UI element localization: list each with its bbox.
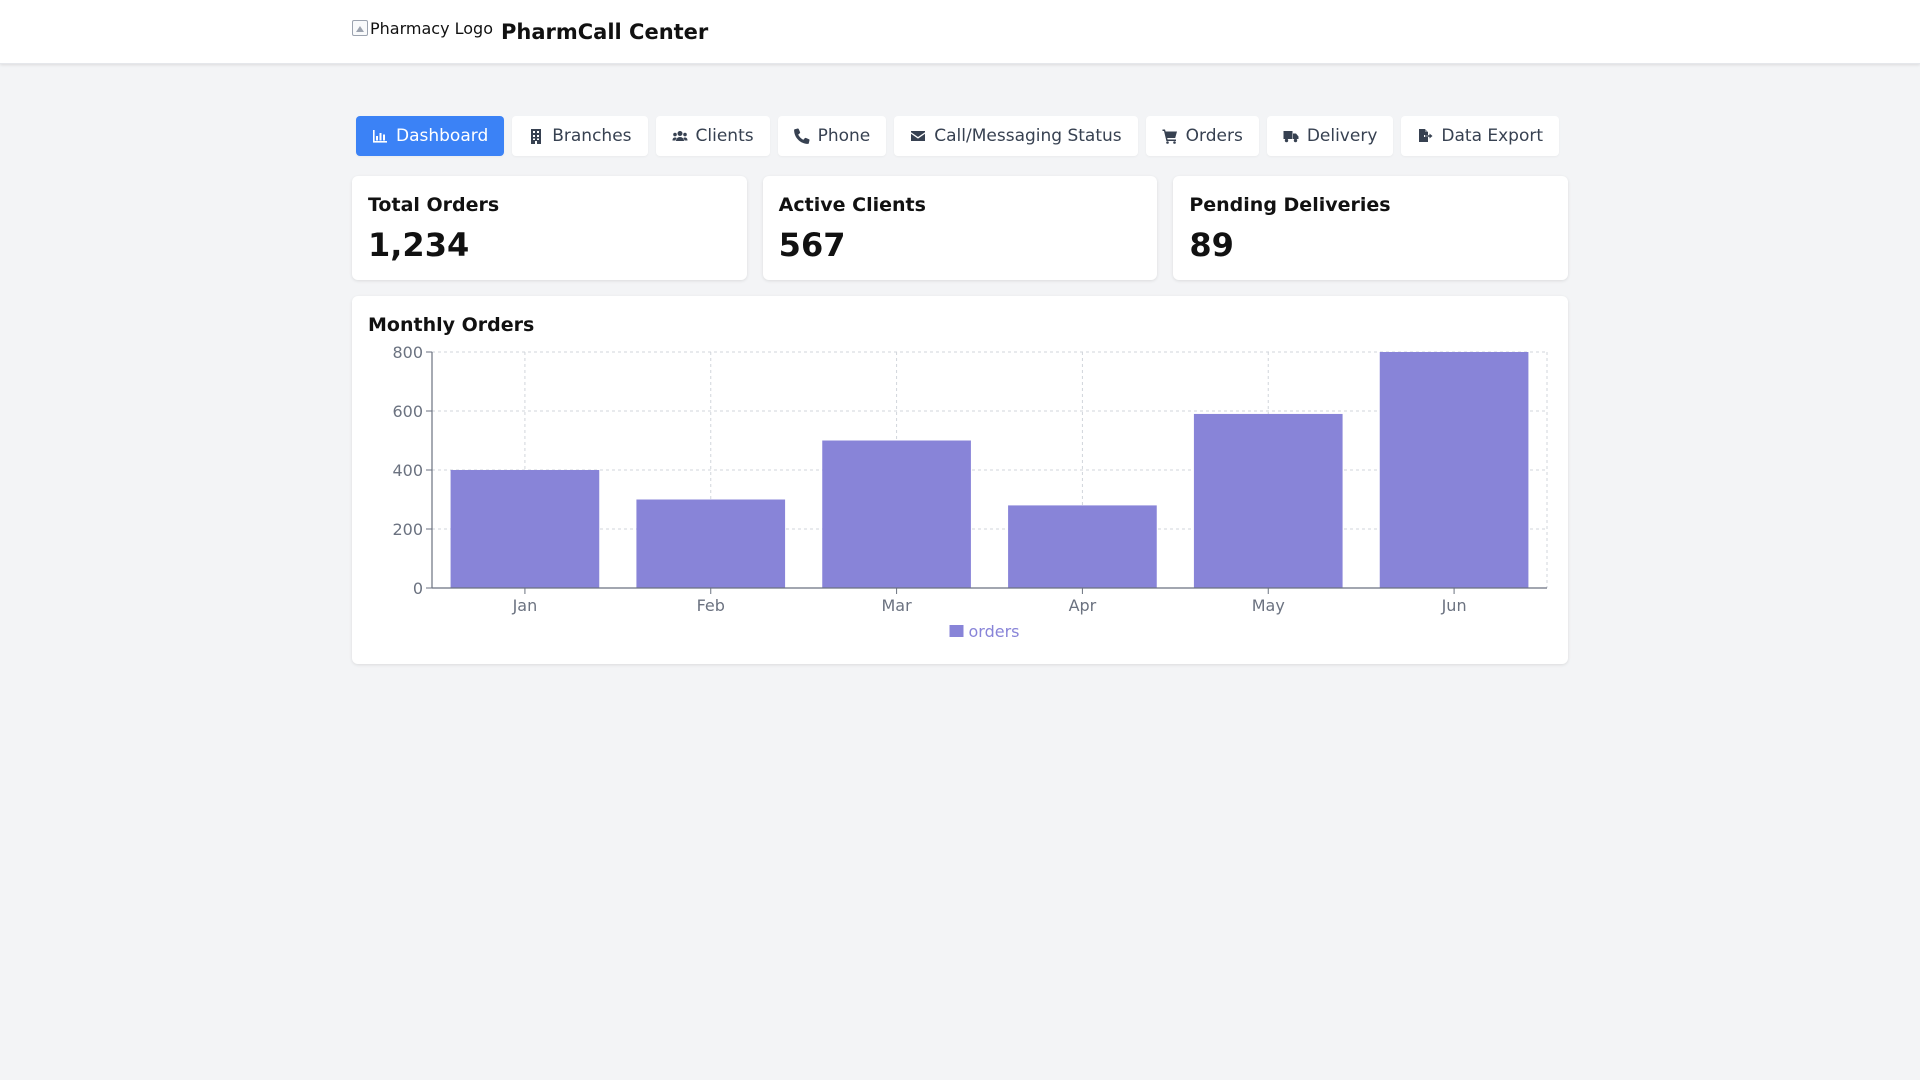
y-tick-label: 800 bbox=[392, 343, 423, 362]
x-tick-label: Apr bbox=[1069, 596, 1097, 615]
bar-jun bbox=[1379, 352, 1529, 588]
stat-value: 567 bbox=[778, 226, 846, 264]
tab-data-export[interactable]: Data Export bbox=[1401, 116, 1560, 156]
building-icon bbox=[528, 128, 544, 144]
legend-swatch bbox=[949, 625, 964, 637]
y-tick-label: 600 bbox=[392, 402, 423, 421]
stat-title: Active Clients bbox=[778, 194, 926, 216]
tab-branches[interactable]: Branches bbox=[512, 116, 648, 156]
bar-apr bbox=[1008, 505, 1157, 588]
file-export-icon bbox=[1417, 128, 1433, 144]
tab-label: Orders bbox=[1185, 126, 1243, 146]
stat-card-active-clients: Active Clients 567 bbox=[762, 176, 1158, 280]
app-title: PharmCall Center bbox=[501, 20, 709, 44]
tab-label: Dashboard bbox=[396, 126, 489, 146]
x-tick-label: Feb bbox=[697, 596, 725, 615]
tab-label: Phone bbox=[817, 126, 871, 146]
stat-card-pending-deliveries: Pending Deliveries 89 bbox=[1173, 176, 1569, 280]
stat-title: Total Orders bbox=[368, 194, 500, 216]
users-icon bbox=[672, 128, 688, 144]
y-tick-label: 200 bbox=[392, 520, 423, 539]
tab-orders[interactable]: Orders bbox=[1145, 116, 1259, 156]
tab-dashboard[interactable]: Dashboard bbox=[356, 116, 505, 156]
x-tick-label: Jun bbox=[1441, 596, 1467, 615]
x-tick-label: Mar bbox=[881, 596, 912, 615]
phone-icon bbox=[793, 128, 810, 144]
stat-title: Pending Deliveries bbox=[1189, 194, 1391, 216]
bar-mar bbox=[822, 440, 971, 588]
tab-call-messaging-status[interactable]: Call/Messaging Status bbox=[894, 116, 1138, 156]
y-tick-label: 400 bbox=[392, 461, 423, 480]
stat-value: 1,234 bbox=[368, 226, 470, 264]
tab-label: Clients bbox=[695, 126, 754, 146]
tab-phone[interactable]: Phone bbox=[777, 116, 887, 156]
truck-icon bbox=[1283, 128, 1299, 144]
chart-title: Monthly Orders bbox=[368, 314, 535, 336]
main-tabs: Dashboard Branches Clients Phone Call/Me… bbox=[356, 116, 1560, 156]
monthly-orders-panel: Monthly Orders 0 200 400 600 800 Jan Feb Mar Apr… bbox=[352, 296, 1568, 664]
header-brand: Pharmacy Logo PharmCall Center bbox=[352, 16, 708, 48]
y-tick-label: 0 bbox=[413, 579, 423, 598]
tab-clients[interactable]: Clients bbox=[655, 116, 770, 156]
tab-label: Data Export bbox=[1441, 126, 1544, 146]
tab-delivery[interactable]: Delivery bbox=[1266, 116, 1394, 156]
logo-alt-text: Pharmacy Logo bbox=[370, 18, 493, 38]
bar-feb bbox=[636, 499, 786, 588]
chart-bar-icon bbox=[372, 128, 388, 144]
x-tick-label: May bbox=[1252, 596, 1285, 615]
x-tick-label: Jan bbox=[512, 596, 538, 615]
stat-value: 89 bbox=[1189, 226, 1234, 264]
bar-jan bbox=[450, 470, 600, 588]
tab-label: Branches bbox=[552, 126, 632, 146]
envelope-icon bbox=[910, 128, 926, 144]
cart-icon bbox=[1162, 128, 1178, 144]
legend-label: orders bbox=[969, 622, 1020, 641]
bar-may bbox=[1193, 413, 1343, 588]
stat-card-total-orders: Total Orders 1,234 bbox=[352, 176, 747, 280]
tab-label: Delivery bbox=[1306, 126, 1378, 146]
broken-image-icon bbox=[352, 20, 368, 36]
pharmacy-logo: Pharmacy Logo bbox=[352, 17, 493, 39]
tab-label: Call/Messaging Status bbox=[934, 126, 1122, 146]
monthly-orders-chart: 0 200 400 600 800 Jan Feb Mar Apr May Jun orders bbox=[392, 343, 1548, 641]
stat-cards: Total Orders 1,234 Active Clients 567 Pe… bbox=[352, 176, 1569, 280]
app-header: Pharmacy Logo PharmCall Center bbox=[0, 0, 1920, 64]
